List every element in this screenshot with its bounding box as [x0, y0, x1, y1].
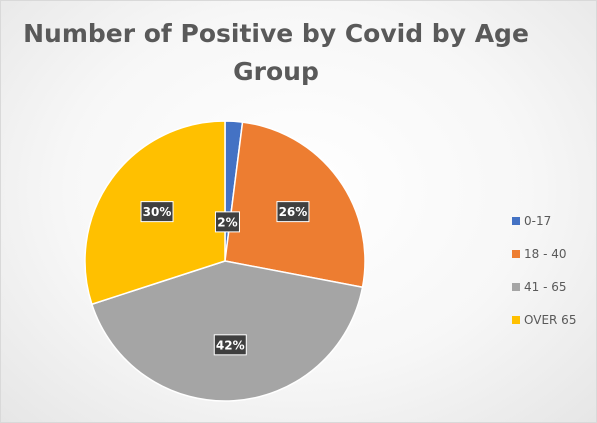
data-label-box: [276, 201, 310, 223]
data-label-41-65: 42%: [213, 334, 247, 356]
legend-swatch: [512, 249, 520, 258]
data-label-box: [213, 334, 247, 356]
legend-item-over-65: OVER 65: [512, 303, 576, 336]
legend-swatch: [512, 315, 520, 324]
legend-item-0-17: 0-17: [512, 204, 576, 237]
data-label-text: 2%: [217, 215, 237, 229]
data-label-box: [140, 201, 174, 223]
data-label-text: 42%: [216, 338, 245, 352]
legend-swatch: [512, 216, 520, 225]
legend-label: 18 - 40: [524, 246, 567, 261]
data-label-18-40: 26%: [276, 201, 310, 223]
pie-slice-41-65: [90, 260, 364, 402]
chart-title: Number of Positive by Covid by Age Group: [23, 19, 529, 86]
legend-item-41-65: 41 - 65: [512, 270, 576, 303]
legend-label: 41 - 65: [524, 279, 567, 294]
legend: 0-17 18 - 40 41 - 65 OVER 65: [512, 204, 576, 336]
data-label-0-17: 2%: [214, 211, 240, 233]
data-label-text: 30%: [143, 205, 172, 219]
legend-swatch: [512, 282, 520, 291]
legend-item-18-40: 18 - 40: [512, 237, 576, 270]
data-label-box: [214, 211, 240, 233]
legend-label: 0-17: [524, 213, 552, 228]
legend-label: OVER 65: [524, 312, 577, 327]
data-label-over-65: 30%: [140, 201, 174, 223]
data-label-text: 26%: [279, 205, 308, 219]
